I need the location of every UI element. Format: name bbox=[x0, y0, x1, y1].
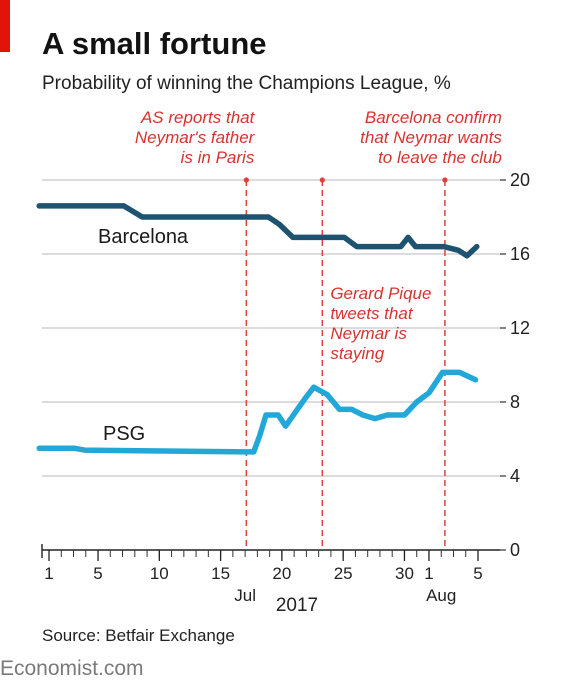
event-marker-0 bbox=[243, 177, 249, 183]
series-line-psg bbox=[36, 369, 479, 455]
y-tick-label-4: 4 bbox=[510, 466, 520, 486]
y-tick-label-20: 20 bbox=[510, 170, 530, 190]
event-annotation-2-line-2: to leave the club bbox=[378, 148, 502, 167]
y-tick-label-12: 12 bbox=[510, 318, 530, 338]
event-marker-1 bbox=[319, 177, 325, 183]
x-tick-label-4: 20 bbox=[272, 564, 291, 583]
event-marker-2 bbox=[442, 177, 448, 183]
x-tick-label-6: 30 bbox=[395, 564, 414, 583]
event-annotation-0-line-0: AS reports that bbox=[140, 108, 256, 127]
month-label-0: Jul bbox=[234, 586, 256, 605]
event-annotation-1-line-1: tweets that bbox=[330, 304, 413, 323]
y-axis: 0 4 8 12 16 20 bbox=[500, 170, 530, 560]
x-tick-label-7: 1 bbox=[424, 564, 433, 583]
series-lines bbox=[36, 203, 480, 455]
month-label-1: Aug bbox=[426, 586, 456, 605]
event-annotation-1-line-3: staying bbox=[330, 344, 384, 363]
x-tick-label-3: 15 bbox=[211, 564, 230, 583]
event-annotation-2-line-1: that Neymar wants bbox=[360, 128, 502, 147]
event-annotation-0-line-1: Neymar's father bbox=[135, 128, 256, 147]
y-tick-label-8: 8 bbox=[510, 392, 520, 412]
series-label-barcelona: Barcelona bbox=[98, 226, 189, 248]
event-lines bbox=[243, 177, 448, 550]
x-tick-label-0: 1 bbox=[44, 564, 53, 583]
year-label: 2017 bbox=[276, 595, 318, 616]
y-tick-label-16: 16 bbox=[510, 244, 530, 264]
series-label-psg: PSG bbox=[103, 423, 145, 445]
brand-wordmark: Economist.com bbox=[0, 657, 144, 680]
event-annotation-0-line-2: is in Paris bbox=[181, 148, 255, 167]
x-tick-label-2: 10 bbox=[150, 564, 169, 583]
source-note: Source: Betfair Exchange bbox=[42, 626, 235, 645]
x-tick-label-8: 5 bbox=[473, 564, 482, 583]
chart-subtitle: Probability of winning the Champions Lea… bbox=[42, 73, 451, 94]
event-annotation-1-line-2: Neymar is bbox=[330, 324, 407, 343]
gridlines bbox=[42, 179, 500, 477]
y-tick-label-0: 0 bbox=[510, 540, 520, 560]
chart-title: A small fortune bbox=[42, 26, 267, 61]
x-tick-label-1: 5 bbox=[93, 564, 102, 583]
series-line-barcelona bbox=[36, 203, 480, 259]
event-annotation-1-line-0: Gerard Pique bbox=[330, 284, 431, 303]
x-tick-label-5: 25 bbox=[334, 564, 353, 583]
brand-red-bar bbox=[0, 0, 10, 52]
event-annotation-2-line-0: Barcelona confirm bbox=[365, 108, 502, 127]
